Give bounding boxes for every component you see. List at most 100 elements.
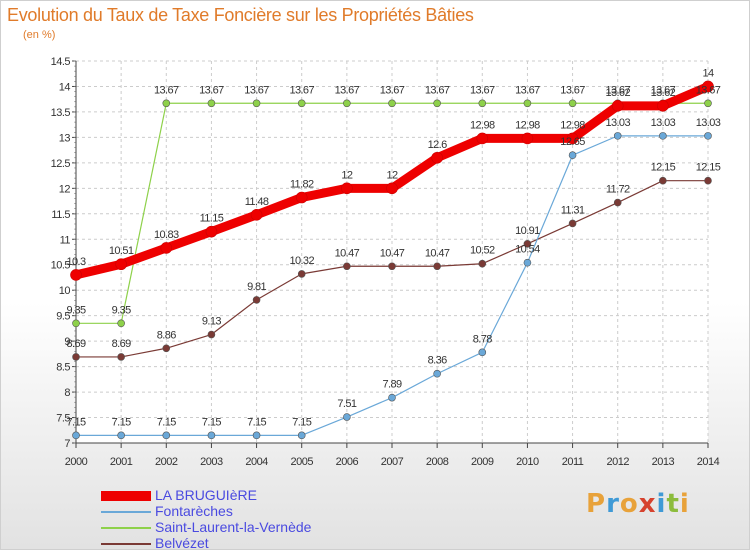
data-point <box>611 100 624 112</box>
data-label: 12.6 <box>428 139 447 151</box>
data-label: 7.15 <box>292 416 311 428</box>
data-label: 12.98 <box>470 119 495 131</box>
data-label: 11.72 <box>606 184 630 196</box>
data-point <box>117 431 125 440</box>
data-label: 12.65 <box>560 136 585 148</box>
data-point <box>252 99 261 108</box>
data-point <box>72 319 80 328</box>
data-label: 13.67 <box>515 84 540 96</box>
data-label: 13.67 <box>289 84 314 96</box>
data-label: 9.13 <box>202 316 221 328</box>
legend-swatch <box>101 491 151 501</box>
data-label: 13.67 <box>696 84 721 96</box>
data-point <box>252 296 261 304</box>
data-label: 13.03 <box>696 117 721 129</box>
data-label: 10.54 <box>515 244 540 256</box>
data-label: 13.67 <box>560 84 585 96</box>
data-point <box>160 242 173 254</box>
data-point <box>341 182 353 195</box>
legend-swatch <box>101 527 151 529</box>
data-label: 8.36 <box>428 355 447 367</box>
data-label: 13.67 <box>380 84 405 96</box>
data-label: 13.67 <box>651 84 676 96</box>
data-point <box>388 99 396 108</box>
data-label: 13.67 <box>335 84 360 96</box>
data-label: 7.51 <box>337 398 356 410</box>
legend-label: Saint-Laurent-la-Vernède <box>155 519 312 535</box>
data-label: 10.47 <box>425 247 450 259</box>
data-point <box>478 99 487 108</box>
data-label: 13.67 <box>199 84 224 96</box>
data-point <box>72 431 80 440</box>
data-point <box>704 132 712 140</box>
data-point <box>476 132 489 145</box>
data-label: 13.67 <box>244 84 269 96</box>
data-point <box>478 259 487 268</box>
data-point <box>162 344 171 353</box>
data-point <box>343 99 351 108</box>
data-label: 10.47 <box>335 247 360 259</box>
data-label: 10.52 <box>470 245 495 257</box>
data-point <box>659 132 667 140</box>
data-label: 12.98 <box>560 119 585 131</box>
x-tick-label: 2002 <box>155 456 178 468</box>
y-tick-label: 10.5 <box>51 260 71 272</box>
legend-swatch <box>101 543 151 545</box>
data-label: 8.86 <box>157 329 176 341</box>
y-tick-label: 8 <box>64 387 70 399</box>
data-label: 7.15 <box>157 416 176 428</box>
data-point <box>388 262 396 271</box>
data-point <box>388 393 396 402</box>
y-tick-label: 10 <box>59 285 71 297</box>
data-label: 12.15 <box>651 162 676 174</box>
x-tick-label: 2001 <box>110 456 133 468</box>
data-point <box>297 270 306 278</box>
y-tick-label: 8.5 <box>56 362 70 374</box>
data-label: 12 <box>386 169 398 181</box>
data-label: 12 <box>341 169 353 181</box>
x-tick-label: 2006 <box>336 456 359 468</box>
logo-letter: x <box>638 489 657 519</box>
x-tick-label: 2008 <box>426 456 449 468</box>
data-label: 13.67 <box>605 84 630 96</box>
logo-letter: o <box>619 489 639 519</box>
x-tick-label: 2011 <box>562 456 584 468</box>
data-label: 13.62 <box>651 87 676 99</box>
data-point <box>613 132 622 140</box>
data-point <box>343 413 351 421</box>
data-point <box>433 99 441 108</box>
chart-title: Evolution du Taux de Taxe Foncière sur l… <box>7 5 474 25</box>
data-label: 7.15 <box>247 416 266 428</box>
legend-label: Belvézet <box>155 535 209 551</box>
y-tick-label: 14.5 <box>51 56 71 68</box>
legend-label: LA BRUGUIèRE <box>155 487 257 503</box>
x-tick-label: 2010 <box>516 456 539 468</box>
y-tick-label: 9 <box>64 336 70 348</box>
data-label: 11.31 <box>561 204 585 216</box>
data-label: 7.15 <box>112 416 131 428</box>
data-point <box>657 100 669 112</box>
chart-unit-label: (en %) <box>23 29 56 41</box>
data-point <box>117 353 125 361</box>
data-point <box>250 209 263 221</box>
data-label: 9.35 <box>66 304 85 316</box>
data-point <box>478 348 487 357</box>
data-label: 10.32 <box>289 255 314 267</box>
y-tick-label: 12.5 <box>51 158 71 170</box>
data-point <box>566 132 579 145</box>
data-point <box>523 258 532 267</box>
data-point <box>523 99 532 108</box>
data-point <box>295 191 308 204</box>
data-point <box>162 99 171 108</box>
data-point <box>433 262 441 271</box>
logo-letter: t <box>666 489 680 519</box>
data-point <box>205 225 218 238</box>
y-tick-label: 13 <box>59 132 71 144</box>
data-point <box>568 99 577 108</box>
data-point <box>162 431 171 440</box>
data-point <box>207 330 216 339</box>
y-tick-label: 12 <box>59 183 71 195</box>
legend-swatch <box>101 511 151 513</box>
